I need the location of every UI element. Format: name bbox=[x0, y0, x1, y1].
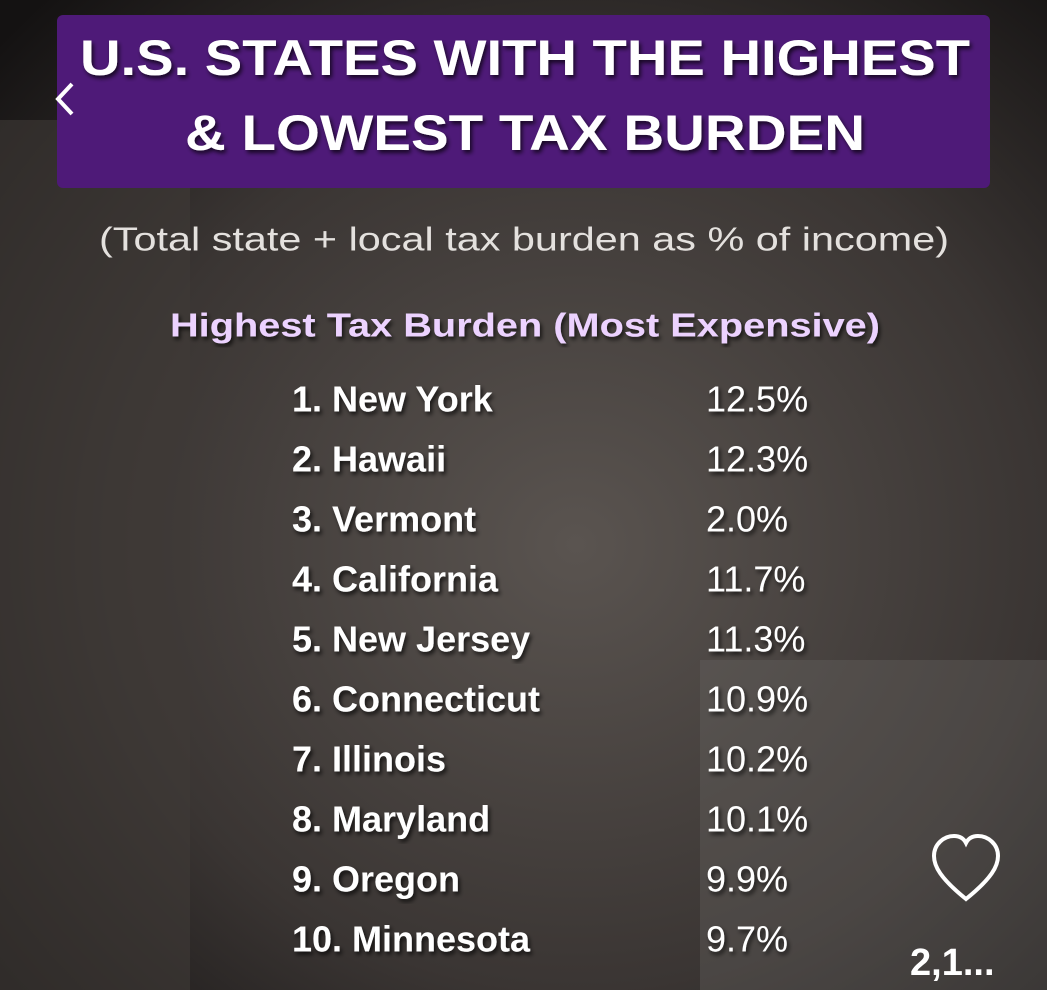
state-name: 1. New York bbox=[292, 379, 494, 420]
like-button[interactable] bbox=[931, 833, 1001, 902]
tax-burden: 2.0% bbox=[706, 499, 788, 540]
tax-burden: 11.3% bbox=[706, 619, 805, 660]
state-name: 3. Vermont bbox=[292, 499, 476, 540]
background-shade bbox=[0, 120, 190, 990]
state-name: 7. Illinois bbox=[292, 739, 446, 780]
tax-burden: 10.1% bbox=[706, 799, 808, 840]
title-line: U.S. STATES WITH THE HIGHEST bbox=[80, 30, 970, 86]
state-name: 5. New Jersey bbox=[292, 619, 530, 660]
title-line: & LOWEST TAX BURDEN bbox=[185, 105, 865, 161]
section-heading: Highest Tax Burden (Most Expensive) bbox=[170, 307, 880, 344]
ranking-list: 1. New York 12.5% 2. Hawaii 12.3% 3. Vermont… bbox=[292, 379, 808, 960]
back-button[interactable] bbox=[55, 82, 74, 116]
title-banner bbox=[57, 15, 990, 188]
state-name: 10. Minnesota bbox=[292, 919, 531, 960]
state-name: 4. California bbox=[292, 559, 499, 600]
state-name: 6. Connecticut bbox=[292, 679, 540, 720]
tax-burden: 9.7% bbox=[706, 919, 788, 960]
state-name: 9. Oregon bbox=[292, 859, 460, 900]
like-count: 2,1... bbox=[910, 942, 995, 984]
tax-burden: 10.9% bbox=[706, 679, 808, 720]
tax-burden: 11.7% bbox=[706, 559, 805, 600]
tax-burden: 9.9% bbox=[706, 859, 788, 900]
tax-burden: 10.2% bbox=[706, 739, 808, 780]
tax-burden: 12.5% bbox=[706, 379, 808, 420]
background-paper bbox=[700, 660, 1047, 990]
subtitle: (Total state + local tax burden as % of … bbox=[99, 221, 949, 258]
state-name: 8. Maryland bbox=[292, 799, 490, 840]
state-name: 2. Hawaii bbox=[292, 439, 446, 480]
tax-burden: 12.3% bbox=[706, 439, 808, 480]
